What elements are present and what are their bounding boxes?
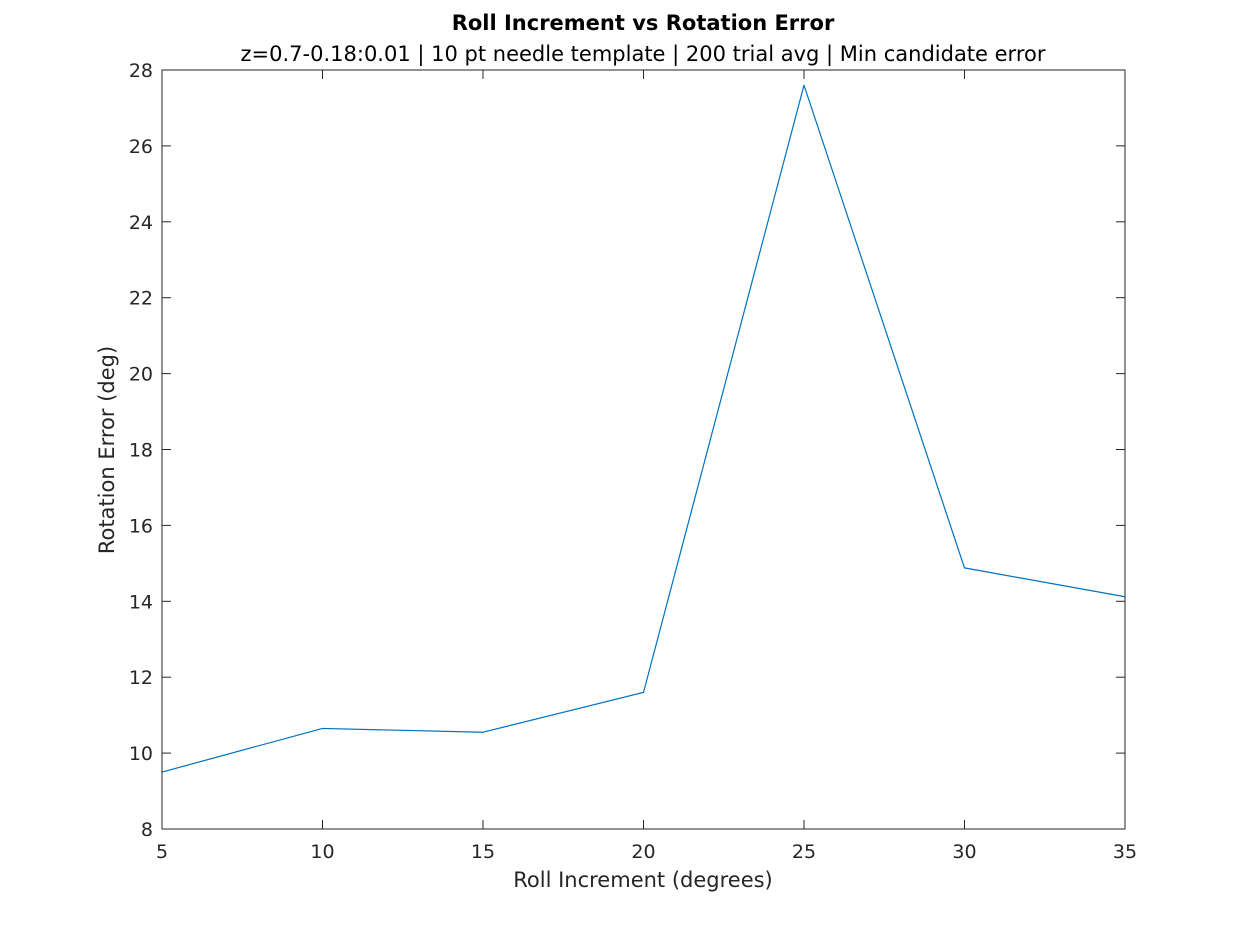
series-line	[161, 84, 1126, 773]
y-tick-label: 14	[129, 591, 153, 613]
y-tick-label: 20	[129, 364, 153, 386]
y-tick-label: 26	[129, 136, 153, 158]
y-tick-label: 8	[141, 819, 153, 841]
x-tick-label: 5	[156, 841, 168, 863]
x-tick-label: 10	[310, 841, 334, 863]
y-tick-label: 16	[129, 515, 153, 537]
chart-subtitle: z=0.7-0.18:0.01 | 10 pt needle template …	[241, 42, 1046, 67]
x-tick-labels: 5 10 15 20 25 30 35	[156, 841, 1137, 863]
y-tick-labels: 8 10 12 14 16 18 20 22 24 26 28	[129, 60, 153, 841]
y-tick-label: 18	[129, 440, 153, 462]
y-tick-label: 28	[129, 60, 153, 82]
y-tick-label: 24	[129, 212, 153, 234]
y-tick-label: 10	[129, 743, 153, 765]
x-tick-label: 35	[1113, 841, 1137, 863]
y-axis-label: Rotation Error (deg)	[95, 346, 119, 554]
y-tick-label: 22	[129, 288, 153, 310]
x-tick-label: 25	[792, 841, 816, 863]
x-tick-label: 30	[952, 841, 976, 863]
y-tick-label: 12	[129, 667, 153, 689]
x-tick-label: 15	[471, 841, 495, 863]
x-axis-label: Roll Increment (degrees)	[513, 868, 773, 892]
chart-title: Roll Increment vs Rotation Error	[452, 11, 835, 35]
series-layer	[161, 84, 1126, 773]
plot-area	[162, 70, 1125, 829]
axes-box	[161, 69, 1126, 830]
x-tick-label: 20	[631, 841, 655, 863]
